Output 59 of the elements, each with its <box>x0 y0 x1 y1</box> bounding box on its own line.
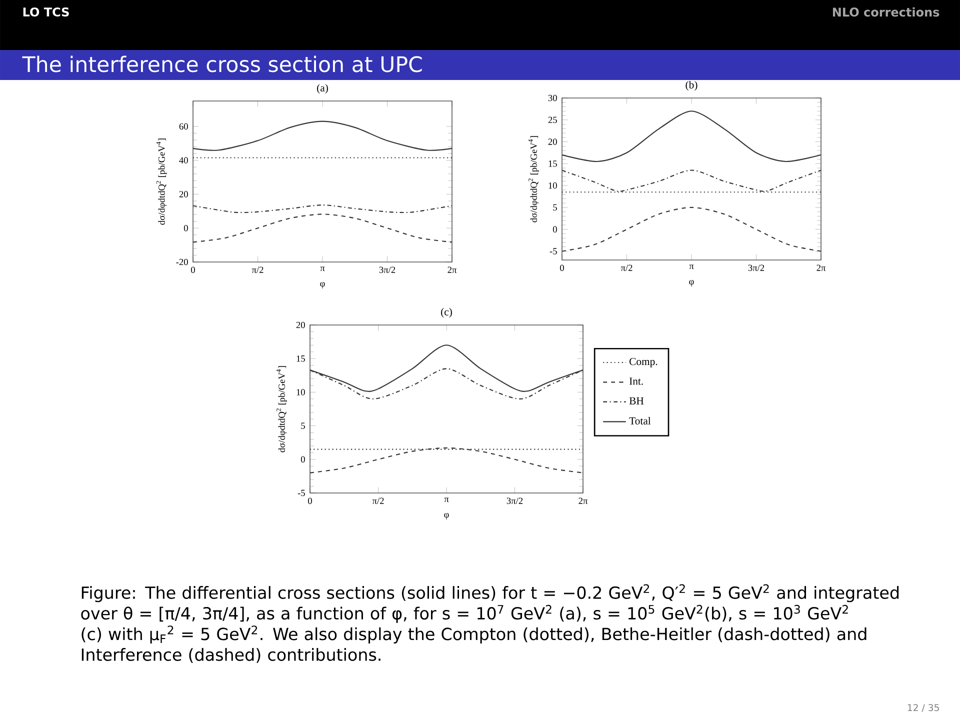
line-series <box>193 120 452 151</box>
chart-title: (c) <box>441 308 452 318</box>
y-tick-label: 0 <box>300 456 305 463</box>
text: The interference cross section at UPC <box>22 56 422 72</box>
y-tick-label: 5 <box>301 422 305 429</box>
legend-label: Int. <box>629 378 643 385</box>
line-series <box>562 170 822 192</box>
x-tick-label: 3π/2 <box>379 266 396 273</box>
y-tick-label: -5 <box>550 248 557 254</box>
x-tick-label: 3π/2 <box>748 264 764 271</box>
x-axis-title: φ <box>689 280 694 287</box>
y-tick-label: 0 <box>184 224 188 232</box>
legend-label: BH <box>629 397 644 404</box>
y-tick-label: 20 <box>296 322 305 328</box>
line-series <box>193 204 452 214</box>
line-series <box>193 214 452 243</box>
x-tick-label: π <box>444 498 449 502</box>
y-axis-title: dσ/dφdtdQ$^{2}$ [pb/GeV$^{4}$] <box>276 366 287 452</box>
y-tick-label: -5 <box>298 490 305 496</box>
y-tick-label: 0 <box>552 226 557 232</box>
y-tick-label: 15 <box>548 160 557 167</box>
line-series <box>562 206 822 252</box>
x-tick-label: 3π/2 <box>506 498 523 504</box>
x-tick-label: π <box>689 264 694 270</box>
text: Figure: The differential cross sections (solid lines) for t = −0.2 GeV$^{2}$, Q′$^{2}$ = 5 GeV$^{2}$ and integrated over θ = [π/4, 3π/4], as a function of φ, for s = 10$^{7}$ GeV$^{2}$ (a), s = 10$^{5}$ GeV$^{2}$(b), s = 10$^{3}$ GeV$^{2}$ (c) with μ$_{F}$$^{2}$ = 5 GeV$^{2}$. We also display the Compton (dotted), Bethe-Heitler (dash-dotted) and Interference (dashed) contributions. <box>81 584 899 663</box>
legend-label: Comp. <box>630 358 658 368</box>
legend-label: Total <box>629 417 651 425</box>
line-series <box>562 110 822 162</box>
x-tick-label: 0 <box>191 266 195 273</box>
text: NLO corrections <box>832 7 940 17</box>
y-axis-title: dσ/dφdtdQ$^{2}$ [pb/GeV$^{4}$] <box>156 138 167 225</box>
x-tick-label: π/2 <box>372 498 384 504</box>
x-tick-label: 0 <box>308 498 312 504</box>
x-tick-label: 2π <box>816 264 826 271</box>
x-axis-title: φ <box>320 282 325 289</box>
x-tick-label: π <box>320 266 325 272</box>
y-tick-label: 30 <box>548 94 557 102</box>
y-tick-label: 10 <box>296 389 305 396</box>
y-tick-label: 20 <box>548 138 557 145</box>
line-series <box>310 447 584 474</box>
y-tick-label: 25 <box>548 116 557 124</box>
x-axis-title: φ <box>444 513 449 520</box>
x-tick-label: 0 <box>560 264 564 271</box>
chart-title: (b) <box>686 80 698 91</box>
y-tick-label: -20 <box>176 258 188 266</box>
x-tick-label: π/2 <box>252 266 264 273</box>
y-axis-title: dσ/dφdtdQ$^{2}$ [pb/GeV$^{4}$] <box>528 136 539 222</box>
y-tick-label: 15 <box>296 355 305 362</box>
y-tick-label: 60 <box>179 123 188 130</box>
y-tick-label: 20 <box>179 191 188 198</box>
x-tick-label: 2π <box>448 266 457 273</box>
y-tick-label: 40 <box>179 157 188 164</box>
y-tick-label: 10 <box>548 182 557 189</box>
x-tick-label: 2π <box>578 498 588 504</box>
text: LO TCS <box>23 7 69 17</box>
text: 12 / 35 <box>908 704 939 712</box>
chart-title: (a) <box>317 84 328 94</box>
x-tick-label: π/2 <box>620 264 632 271</box>
y-tick-label: 5 <box>553 204 557 211</box>
